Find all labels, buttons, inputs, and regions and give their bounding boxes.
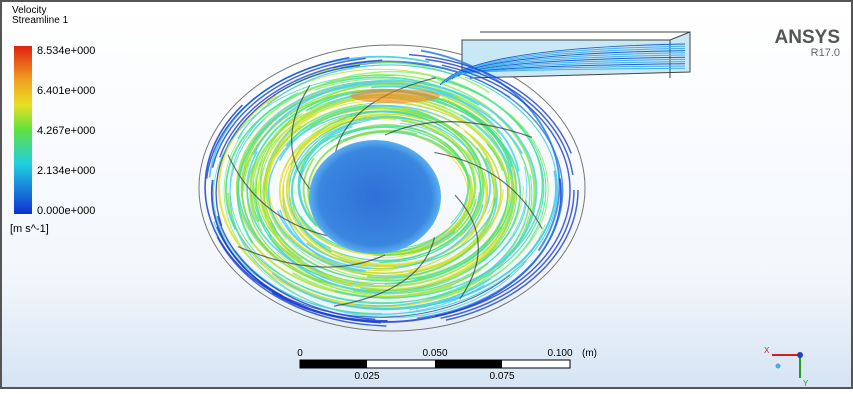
triad-x-label: X bbox=[764, 346, 770, 355]
legend-label: 2.134e+000 bbox=[37, 165, 95, 177]
legend-subtitle: Streamline 1 bbox=[12, 15, 69, 26]
hub bbox=[309, 140, 441, 254]
logo-name: ANSYS bbox=[775, 27, 840, 48]
legend-label: 4.267e+000 bbox=[37, 125, 95, 137]
legend-label: 8.534e+000 bbox=[37, 45, 95, 57]
legend-unit: [m s^-1] bbox=[10, 223, 49, 235]
logo-version: R17.0 bbox=[811, 47, 840, 59]
triad-y-label: Y bbox=[803, 379, 809, 388]
scale-unit: (m) bbox=[582, 348, 597, 359]
scale-label: 0.025 bbox=[354, 371, 379, 382]
triad-z bbox=[797, 352, 803, 358]
legend-label: 6.401e+000 bbox=[37, 85, 95, 97]
viewport: Velocity Streamline 1 8.534e+0006.401e+0… bbox=[0, 0, 853, 389]
scale-label: 0.050 bbox=[422, 348, 447, 359]
legend-label: 0.000e+000 bbox=[37, 205, 95, 217]
scale-label: 0 bbox=[297, 348, 303, 359]
triad-dot bbox=[776, 364, 781, 369]
color-bar bbox=[14, 46, 32, 214]
scale-label: 0.100 bbox=[547, 348, 572, 359]
scale-segment bbox=[435, 360, 502, 368]
scale-segment bbox=[300, 360, 367, 368]
hot-zone bbox=[350, 89, 440, 103]
scale-label: 0.075 bbox=[489, 371, 514, 382]
